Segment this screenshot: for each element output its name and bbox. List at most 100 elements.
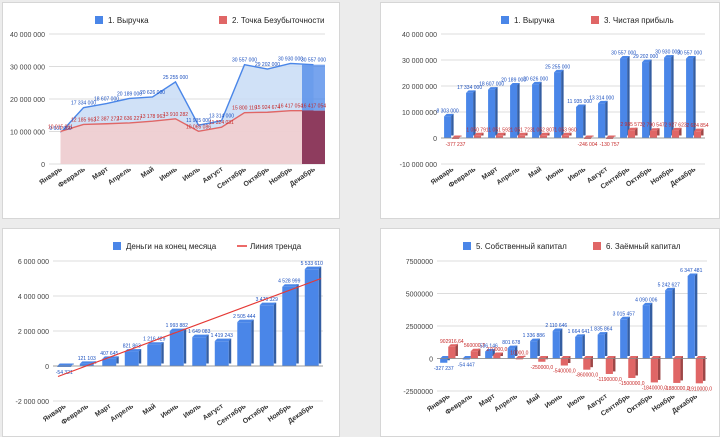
bar-side <box>559 328 563 356</box>
y-tick-label: 40 000 000 <box>10 32 45 39</box>
data-label: 15 924 674 <box>255 105 280 111</box>
chart-panel-equity-debt: 7500000 5000000 2500000 0 -2500000 5. Собстве… <box>380 228 720 437</box>
x-tick-label: Июль <box>566 393 587 410</box>
data-label: 17 334 000 <box>457 85 482 91</box>
bar-top <box>562 132 572 136</box>
data-label: 821 863 <box>123 344 141 350</box>
data-label: 9 601 960 <box>49 126 71 132</box>
bar-side <box>228 338 232 364</box>
bar <box>192 337 207 366</box>
data-label: 12 636 227 <box>117 116 142 122</box>
bar <box>672 130 680 138</box>
data-label: 20 626 000 <box>140 90 165 96</box>
bar-side <box>206 334 209 364</box>
x-tick-label: Июнь <box>159 166 180 183</box>
y-tick-label: 7500000 <box>406 259 433 266</box>
bar-top <box>606 135 616 138</box>
bar-side <box>525 132 528 136</box>
data-label: 270000,0 <box>486 347 507 353</box>
chart-panel-cash-end-of-month: 6 000 000 4 000 000 2 000 000 0 -2 000 000 Де… <box>2 228 340 437</box>
data-label: -54 447 <box>458 363 475 369</box>
x-tick-label: Октябрь <box>242 165 271 189</box>
bar-top <box>642 302 653 306</box>
chart-panel-revenue-breakeven: 40 000 000 30 000 000 20 000 000 10 000 000… <box>2 2 340 219</box>
chart-equity-debt: 7500000 5000000 2500000 0 -2500000 5. Собстве… <box>403 242 712 418</box>
bar-top <box>560 356 571 359</box>
data-label: 2 790 547 <box>642 123 664 129</box>
data-label: -1190000,0 <box>597 377 622 383</box>
bar-top <box>532 81 542 85</box>
chart-cash-end-of-month: 6 000 000 4 000 000 2 000 000 0 -2 000 000 Де… <box>16 242 323 428</box>
bar <box>466 92 474 138</box>
x-tick-label: Апрель <box>496 166 522 187</box>
data-label: -250000,0 <box>531 365 554 371</box>
data-label: 10 015 961 <box>48 124 73 130</box>
bar <box>532 84 540 138</box>
bar <box>598 103 606 138</box>
y-tick-label: 20 000 000 <box>10 97 45 104</box>
data-label: 4 528 999 <box>278 279 300 285</box>
data-label: 13 178 963 <box>140 114 165 120</box>
x-tick-label: Октябрь <box>241 402 270 426</box>
bar-top <box>540 132 550 136</box>
bar-side <box>161 342 164 364</box>
bar <box>606 138 614 139</box>
data-label: 1 216 429 <box>143 337 165 343</box>
bar-top <box>628 356 638 359</box>
bar-side <box>514 345 518 356</box>
bar-top <box>694 128 704 132</box>
bar-top <box>440 356 450 359</box>
x-tick-label: Октябрь <box>624 165 653 189</box>
data-label: 29 202 000 <box>633 54 658 60</box>
data-label: 30 930 000 <box>278 56 303 62</box>
bar-side <box>671 55 674 136</box>
bar <box>694 131 702 138</box>
bar <box>628 358 636 378</box>
bar <box>102 358 117 366</box>
bar-top <box>214 338 232 342</box>
data-label: 1 835 864 <box>590 327 612 333</box>
bar-top <box>665 287 675 291</box>
data-label: 30 557 000 <box>677 51 702 57</box>
bar-side <box>702 356 706 381</box>
data-label: 3 015 457 <box>613 311 635 317</box>
y-tick-label: 5000000 <box>406 292 433 299</box>
data-label: -377 237 <box>446 142 466 148</box>
data-label: 20 189 000 <box>501 78 526 84</box>
bar-top <box>584 135 594 138</box>
bar <box>665 290 673 359</box>
bar <box>673 358 681 383</box>
data-label: 801 678 <box>502 340 520 346</box>
data-label: 18 607 000 <box>94 97 119 103</box>
bar <box>169 331 184 366</box>
bar-side <box>451 113 454 136</box>
data-label: -130 757 <box>600 142 620 148</box>
y-tick-label: 0 <box>45 364 49 371</box>
breakeven-area-fill <box>60 110 314 164</box>
legend-label: 6. Заёмный капитал <box>606 242 681 251</box>
bar <box>282 286 297 366</box>
legend-swatch <box>95 16 103 24</box>
bar-top <box>620 56 630 59</box>
bar <box>496 135 504 138</box>
data-label: 536 146 <box>480 344 498 350</box>
bar <box>147 344 162 366</box>
legend-label: 1. Выручка <box>514 16 555 25</box>
x-tick-label: Май <box>141 402 157 417</box>
bar-side <box>455 344 458 356</box>
bar-top <box>695 356 706 359</box>
y-tick-label: 30 000 000 <box>10 65 45 72</box>
bar-top <box>474 132 484 136</box>
data-label: 10 065 086 <box>186 124 211 130</box>
data-label: 11 324 031 <box>209 120 234 126</box>
data-label: 1 051 723 <box>510 127 532 133</box>
data-label: 18 607 000 <box>479 82 504 88</box>
bar-side <box>635 127 638 136</box>
bar-top <box>650 356 661 359</box>
bar-side <box>605 100 608 136</box>
bar <box>664 57 672 138</box>
bar-top <box>448 344 458 347</box>
y-tick-label: 0 <box>41 162 45 169</box>
bar <box>650 130 658 138</box>
x-tick-label: Апрель <box>109 403 135 424</box>
